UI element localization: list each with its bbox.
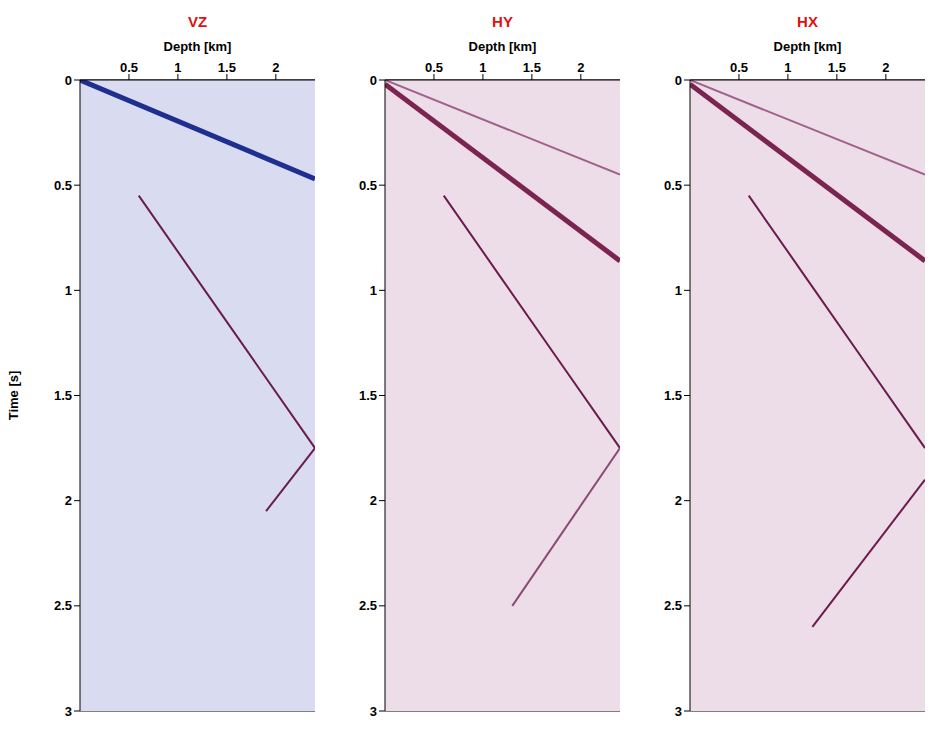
svg-text:1.5: 1.5 — [523, 60, 541, 75]
svg-text:2: 2 — [577, 60, 584, 75]
svg-text:2: 2 — [65, 493, 72, 508]
svg-text:0: 0 — [675, 73, 682, 88]
svg-text:1.5: 1.5 — [828, 60, 846, 75]
svg-text:3: 3 — [65, 704, 72, 719]
svg-text:2.5: 2.5 — [664, 598, 682, 613]
svg-text:0.5: 0.5 — [54, 178, 72, 193]
svg-text:2.5: 2.5 — [359, 598, 377, 613]
svg-text:0.5: 0.5 — [359, 178, 377, 193]
svg-text:1: 1 — [174, 60, 181, 75]
svg-text:0: 0 — [370, 73, 377, 88]
svg-text:1: 1 — [370, 283, 377, 298]
svg-text:2: 2 — [675, 493, 682, 508]
svg-text:0.5: 0.5 — [120, 60, 138, 75]
svg-text:2: 2 — [370, 493, 377, 508]
svg-text:0.5: 0.5 — [664, 178, 682, 193]
html-text:Depth [km]: Depth [km] — [468, 39, 537, 54]
svg-text:0.5: 0.5 — [730, 60, 748, 75]
html-text:HY: HY — [492, 13, 513, 30]
html-text:HX: HX — [797, 13, 818, 30]
svg-text:1.5: 1.5 — [664, 388, 682, 403]
svg-text:0: 0 — [65, 73, 72, 88]
svg-text:1.5: 1.5 — [359, 388, 377, 403]
svg-text:1: 1 — [784, 60, 791, 75]
svg-text:0.5: 0.5 — [425, 60, 443, 75]
html-text:Depth [km]: Depth [km] — [163, 39, 232, 54]
svg-text:2: 2 — [882, 60, 889, 75]
html-text:Depth [km]: Depth [km] — [773, 39, 842, 54]
svg-text:1.5: 1.5 — [218, 60, 236, 75]
svg-text:1: 1 — [675, 283, 682, 298]
html-text:VZ: VZ — [187, 13, 208, 30]
svg-text:1: 1 — [479, 60, 486, 75]
svg-text:3: 3 — [370, 704, 377, 719]
svg-text:2.5: 2.5 — [54, 598, 72, 613]
svg-text:2: 2 — [272, 60, 279, 75]
svg-text:3: 3 — [675, 704, 682, 719]
svg-text:1.5: 1.5 — [54, 388, 72, 403]
svg-text:1: 1 — [65, 283, 72, 298]
svg-text:Time [s]: Time [s] — [6, 371, 21, 421]
